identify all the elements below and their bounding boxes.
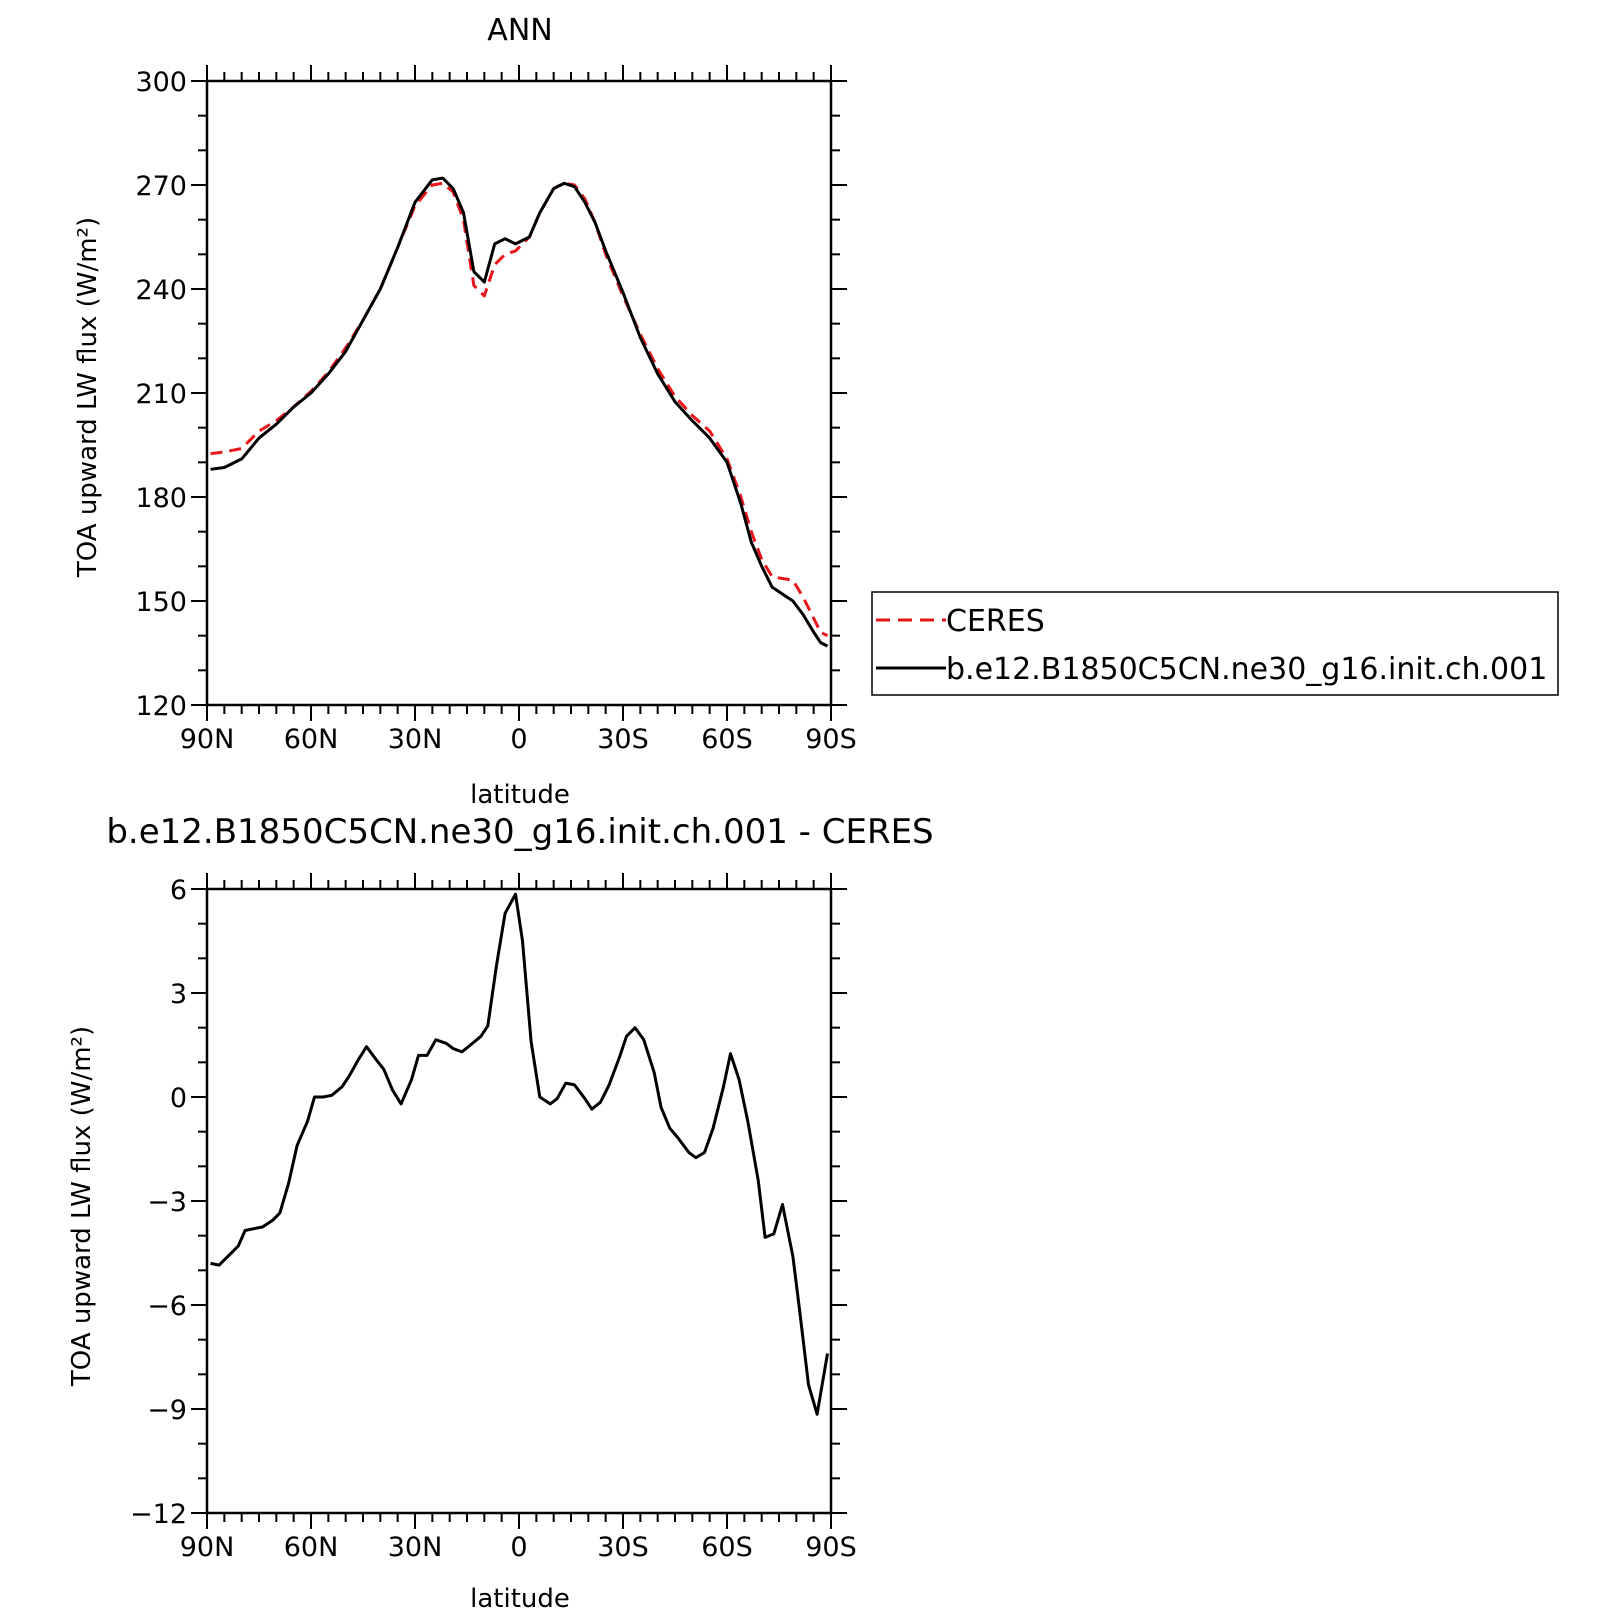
x-tick-label: 90N — [180, 1532, 235, 1563]
chart-title: b.e12.B1850C5CN.ne30_g16.init.ch.001 - C… — [106, 812, 933, 852]
y-tick-label: −3 — [147, 1187, 187, 1218]
y-tick-label: 180 — [135, 483, 187, 514]
x-tick-label: 0 — [510, 1532, 527, 1563]
y-tick-label: 6 — [170, 875, 187, 906]
axis-ticks — [191, 65, 847, 721]
x-axis-label: latitude — [470, 1584, 570, 1608]
x-tick-label: 60S — [701, 724, 753, 755]
series-lines — [210, 176, 829, 648]
x-tick-label: 30S — [597, 724, 649, 755]
legend-label-ceres: CERES — [946, 604, 1045, 639]
chart-panel-annual-mean: ANN TOA upward LW flux (W/m²) latitude 1… — [73, 13, 857, 810]
y-tick-label: 270 — [135, 171, 187, 202]
x-tick-label: 30N — [388, 724, 443, 755]
legend: CERES b.e12.B1850C5CN.ne30_g16.init.ch.0… — [871, 591, 1559, 696]
plot-frame — [205, 79, 833, 707]
x-tick-label: 90S — [805, 1532, 857, 1563]
x-tick-label: 60N — [284, 1532, 339, 1563]
plot-frame — [205, 887, 833, 1515]
series-line-difference — [210, 892, 829, 1416]
y-tick-label: 3 — [170, 979, 187, 1010]
x-tick-label: 90N — [180, 724, 235, 755]
x-axis-label: latitude — [470, 780, 570, 810]
tick-labels: 120 150 180 210 240 270 300 90N 60N 30N 0 30S 60S 90S — [135, 67, 856, 755]
y-tick-label: −9 — [147, 1395, 187, 1426]
y-axis-label: TOA upward LW flux (W/m²) — [67, 1026, 97, 1387]
legend-label-model: b.e12.B1850C5CN.ne30_g16.init.ch.001 — [946, 652, 1547, 687]
y-tick-label: −6 — [147, 1291, 187, 1322]
y-tick-label: 210 — [135, 379, 187, 410]
y-tick-label: 300 — [135, 67, 187, 98]
x-tick-label: 60S — [701, 1532, 753, 1563]
y-tick-label: 240 — [135, 275, 187, 306]
axis-ticks — [191, 873, 847, 1529]
tick-labels: −12 −9 −6 −3 0 3 6 90N 60N 30N 0 30S 60S 90S — [130, 875, 857, 1563]
y-tick-label: −12 — [130, 1499, 187, 1530]
y-axis-label: TOA upward LW flux (W/m²) — [73, 217, 103, 578]
y-tick-label: 120 — [135, 691, 187, 722]
series-lines — [210, 892, 829, 1416]
y-tick-label: 150 — [135, 587, 187, 618]
x-tick-label: 90S — [805, 724, 857, 755]
x-tick-label: 30S — [597, 1532, 649, 1563]
chart-panel-difference: b.e12.B1850C5CN.ne30_g16.init.ch.001 - C… — [67, 812, 934, 1608]
chart-title: ANN — [487, 13, 552, 48]
series-line-ceres — [210, 181, 829, 638]
x-tick-label: 60N — [284, 724, 339, 755]
series-line-model — [210, 176, 829, 648]
y-tick-label: 0 — [170, 1083, 187, 1114]
x-tick-label: 0 — [510, 724, 527, 755]
x-tick-label: 30N — [388, 1532, 443, 1563]
legend-box — [871, 591, 1559, 696]
